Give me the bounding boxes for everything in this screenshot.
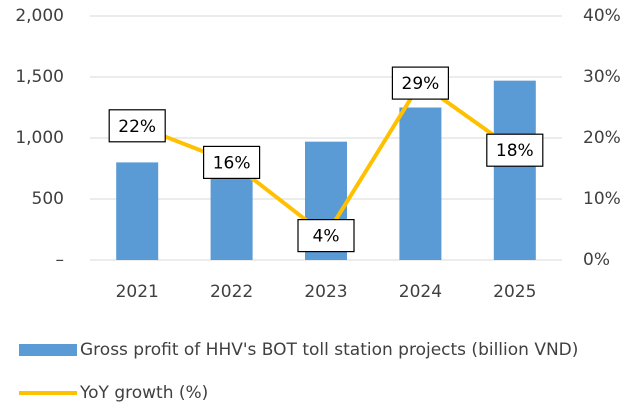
- bar: [210, 172, 253, 260]
- data-label: 18%: [496, 141, 534, 161]
- data-label: 29%: [402, 74, 440, 94]
- x-tick-label: 2023: [304, 282, 347, 302]
- legend-label: Gross profit of HHV's BOT toll station p…: [80, 340, 578, 360]
- x-tick-label: 2024: [399, 282, 442, 302]
- data-label-box: [108, 109, 166, 143]
- y-tick-label: 1,000: [15, 128, 64, 148]
- data-label: 16%: [213, 153, 251, 173]
- legend-swatch: [19, 344, 77, 356]
- y2-tick-label: 20%: [583, 128, 621, 148]
- legend-label: YoY growth (%): [79, 383, 208, 403]
- y-tick-label: 500: [32, 189, 64, 209]
- bar: [116, 162, 159, 260]
- y-tick-label: 2,000: [15, 6, 64, 26]
- bar: [399, 107, 442, 260]
- data-label: 4%: [313, 227, 340, 247]
- x-tick-label: 2025: [493, 282, 536, 302]
- data-label: 22%: [118, 117, 156, 137]
- y2-tick-label: 40%: [583, 6, 621, 26]
- x-tick-label: 2021: [116, 282, 159, 302]
- data-label-box: [297, 219, 355, 253]
- data-label-box: [486, 133, 544, 167]
- data-label-box: [391, 66, 449, 100]
- y2-tick-label: 30%: [583, 67, 621, 87]
- bar: [493, 80, 536, 260]
- y-tick-label: –: [56, 250, 65, 270]
- y2-tick-label: 10%: [583, 189, 621, 209]
- x-tick-label: 2022: [210, 282, 253, 302]
- data-label-box: [203, 145, 261, 179]
- y2-tick-label: 0%: [583, 250, 610, 270]
- y-tick-label: 1,500: [15, 67, 64, 87]
